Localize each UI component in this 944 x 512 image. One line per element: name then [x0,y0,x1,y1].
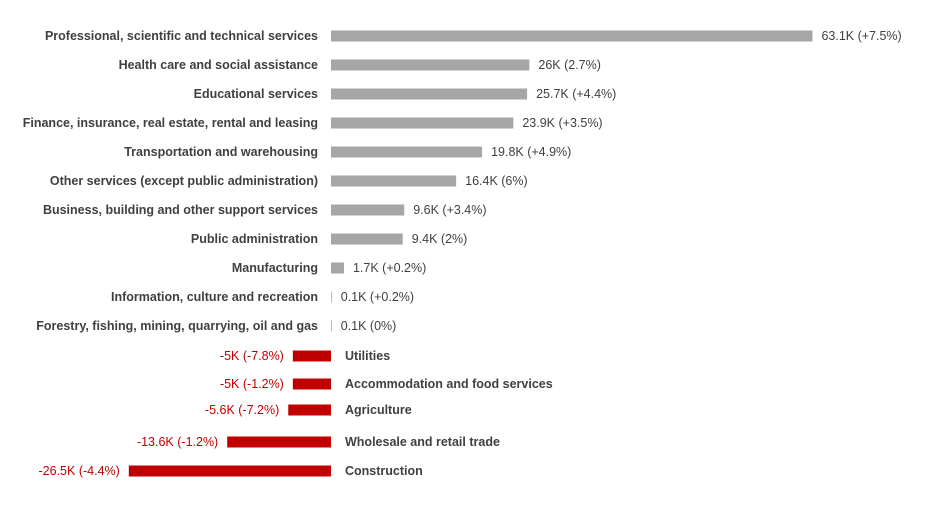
category-label-finance-insurance-real-estate-rental-and-leasing: Finance, insurance, real estate, rental … [23,116,318,130]
category-label-business-building-and-other-support-services: Business, building and other support ser… [43,203,318,217]
category-label-agriculture: Agriculture [345,403,412,417]
value-label-transportation-and-warehousing: 19.8K (+4.9%) [491,145,571,159]
bar-other-services-except-public-administration [331,175,457,187]
category-label-educational-services: Educational services [194,87,318,101]
bar-forestry-fishing-mining-quarrying-oil-and-gas [331,320,332,332]
bar-accommodation-and-food-services [292,378,331,390]
category-label-professional-scientific-and-technical-services: Professional, scientific and technical s… [45,29,318,43]
value-label-manufacturing: 1.7K (+0.2%) [353,261,426,275]
bar-professional-scientific-and-technical-services [331,30,813,42]
category-label-other-services-except-public-administration: Other services (except public administra… [50,174,318,188]
category-label-forestry-fishing-mining-quarrying-oil-and-gas: Forestry, fishing, mining, quarrying, oi… [36,319,318,333]
category-label-health-care-and-social-assistance: Health care and social assistance [119,58,318,72]
value-label-information-culture-and-recreation: 0.1K (+0.2%) [341,290,414,304]
category-label-manufacturing: Manufacturing [232,261,318,275]
bar-manufacturing [331,262,344,274]
value-label-public-administration: 9.4K (2%) [412,232,468,246]
category-label-wholesale-and-retail-trade: Wholesale and retail trade [345,435,500,449]
value-label-finance-insurance-real-estate-rental-and-leasing: 23.9K (+3.5%) [522,116,602,130]
bar-wholesale-and-retail-trade [227,436,331,448]
bar-information-culture-and-recreation [331,291,332,303]
value-labels: 63.1K (+7.5%) 26K (2.7%) 25.7K (+4.4%) 23.9… [39,29,902,478]
bar-business-building-and-other-support-services [331,204,405,216]
category-label-information-culture-and-recreation: Information, culture and recreation [111,290,318,304]
bar-utilities [292,350,331,362]
value-label-accommodation-and-food-services: -5K (-1.2%) [220,377,284,391]
bar-health-care-and-social-assistance [331,59,530,71]
value-label-utilities: -5K (-7.8%) [220,349,284,363]
value-label-wholesale-and-retail-trade: -13.6K (-1.2%) [137,435,218,449]
bar-transportation-and-warehousing [331,146,483,158]
value-label-professional-scientific-and-technical-services: 63.1K (+7.5%) [821,29,901,43]
category-label-utilities: Utilities [345,349,390,363]
bar-construction [128,465,331,477]
bars-layer [128,30,813,477]
category-label-accommodation-and-food-services: Accommodation and food services [345,377,553,391]
value-label-other-services-except-public-administration: 16.4K (6%) [465,174,528,188]
bar-agriculture [288,404,331,416]
category-label-public-administration: Public administration [191,232,318,246]
value-label-educational-services: 25.7K (+4.4%) [536,87,616,101]
bar-public-administration [331,233,403,245]
category-label-transportation-and-warehousing: Transportation and warehousing [124,145,318,159]
value-label-business-building-and-other-support-services: 9.6K (+3.4%) [413,203,486,217]
bar-finance-insurance-real-estate-rental-and-leasing [331,117,514,129]
value-label-construction: -26.5K (-4.4%) [39,464,120,478]
value-label-health-care-and-social-assistance: 26K (2.7%) [538,58,601,72]
bar-educational-services [331,88,528,100]
value-label-forestry-fishing-mining-quarrying-oil-and-gas: 0.1K (0%) [341,319,397,333]
value-label-agriculture: -5.6K (-7.2%) [205,403,279,417]
category-labels: Professional, scientific and technical s… [23,29,553,478]
category-label-construction: Construction [345,464,423,478]
